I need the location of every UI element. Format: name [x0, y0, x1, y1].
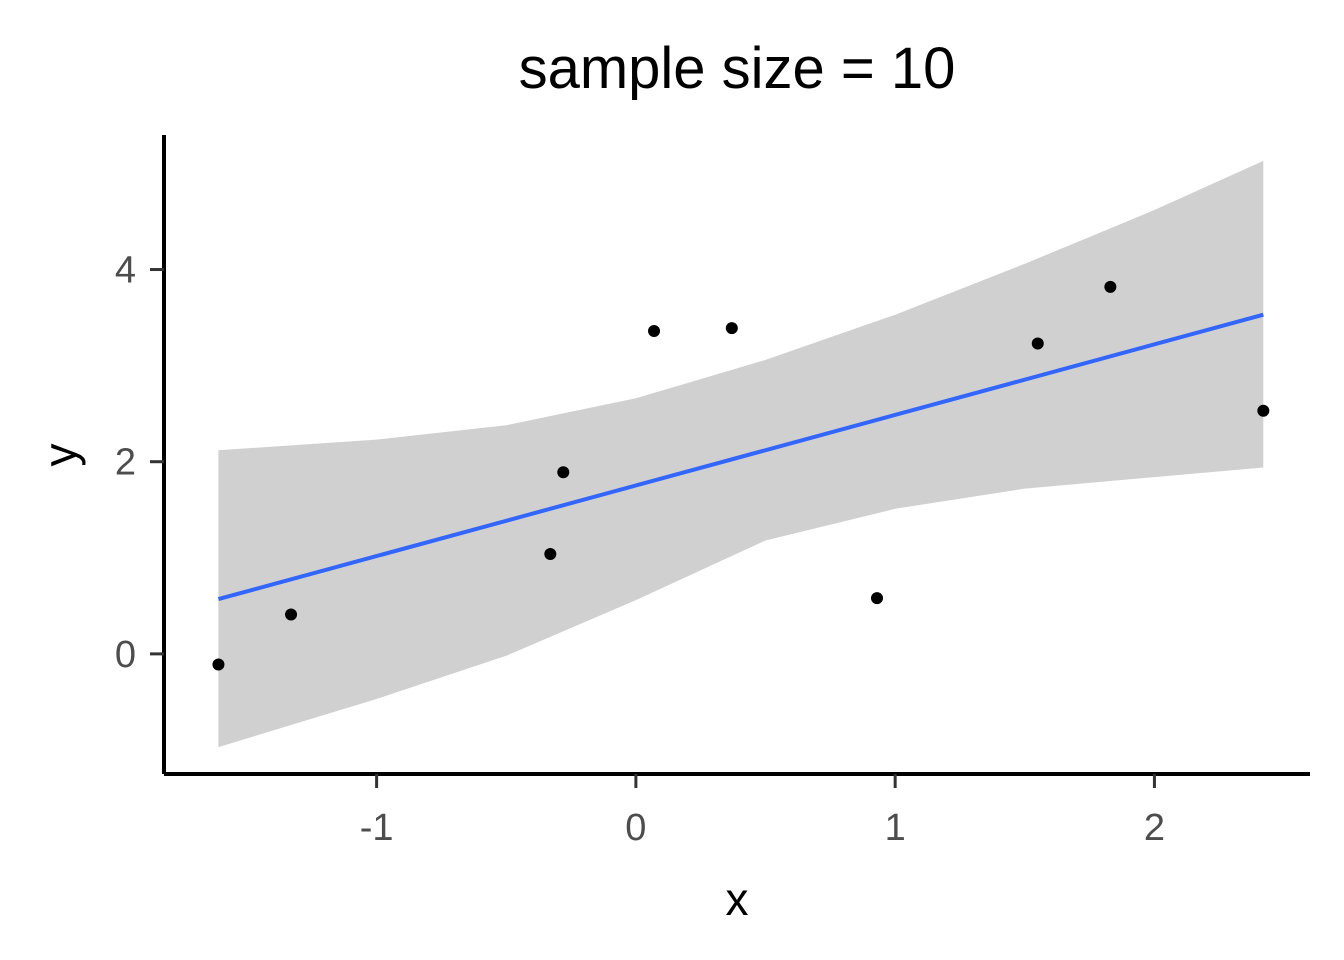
data-point-2 [285, 608, 298, 621]
data-point-9 [1104, 280, 1117, 293]
y-ticks: 0 2 4 [115, 250, 164, 676]
data-point-7 [871, 592, 884, 605]
y-tick-label: 2 [115, 442, 136, 484]
data-point-6 [725, 322, 738, 335]
plot-area [212, 160, 1270, 748]
data-point-4 [557, 466, 570, 479]
data-point-10 [1257, 404, 1270, 417]
x-tick-label: 1 [885, 807, 906, 849]
chart-title: sample size = 10 [519, 36, 956, 101]
x-tick-label: 2 [1144, 807, 1165, 849]
y-tick-label: 4 [115, 250, 136, 292]
y-axis-title: y [34, 444, 86, 467]
x-axis-title: x [726, 873, 749, 925]
data-point-5 [648, 325, 661, 338]
x-tick-label: 0 [625, 807, 646, 849]
x-ticks: -1 0 1 2 [360, 774, 1165, 849]
y-tick-label: 0 [115, 634, 136, 676]
points-layer [212, 280, 1270, 671]
data-point-8 [1031, 337, 1044, 350]
confidence-band [218, 160, 1264, 748]
data-point-3 [544, 547, 557, 560]
data-point-1 [212, 658, 225, 671]
x-tick-label: -1 [360, 807, 394, 849]
fit-line [217, 312, 1264, 602]
